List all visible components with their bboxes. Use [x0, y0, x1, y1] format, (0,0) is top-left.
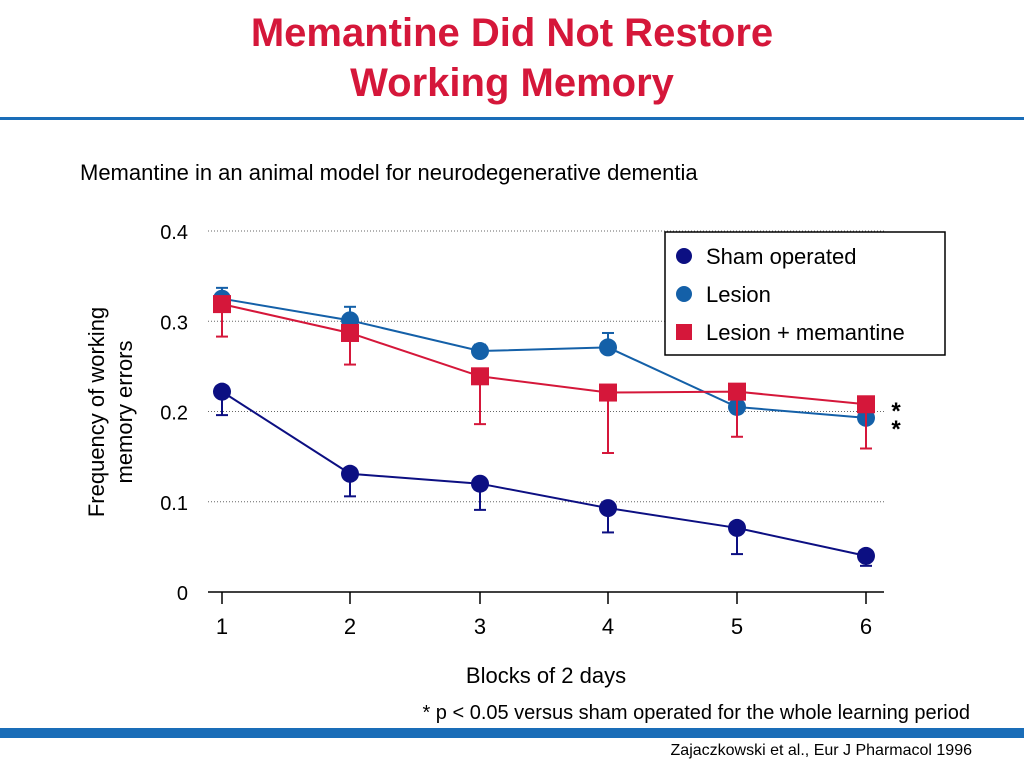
y-axis-label: Frequency of working memory errors	[84, 307, 137, 517]
data-point	[213, 382, 231, 401]
series-sham-operated	[213, 382, 875, 567]
legend-circle-icon	[676, 248, 692, 264]
series-lesion-memantine	[213, 295, 875, 455]
citation: Zajaczkowski et al., Eur J Pharmacol 199…	[670, 742, 972, 759]
data-point	[857, 395, 875, 414]
significance-asterisk: *	[891, 416, 901, 443]
series-line	[221, 303, 867, 406]
x-tick-label: 4	[602, 614, 614, 639]
significance-footnote: * p < 0.05 versus sham operated for the …	[422, 702, 970, 724]
legend-square-icon	[676, 324, 692, 340]
y-axis-label-line-2: memory errors	[112, 340, 137, 483]
slide-title: Memantine Did Not Restore Working Memory	[0, 8, 1024, 108]
data-point	[471, 367, 489, 386]
y-tick-label: 0	[177, 583, 188, 605]
title-line-1: Memantine Did Not Restore	[250, 11, 774, 55]
x-tick-label: 6	[860, 614, 872, 639]
x-tick-label: 3	[474, 614, 486, 639]
x-tick-label: 1	[216, 614, 228, 639]
legend: Sham operated Lesion Lesion + memantine	[664, 231, 946, 356]
significance-asterisk: *	[891, 398, 901, 425]
data-point	[341, 323, 359, 342]
chart-subtitle: Memantine in an animal model for neurode…	[80, 160, 698, 185]
title-divider	[0, 117, 1024, 120]
data-point	[341, 464, 359, 483]
axes: 0 0.1 0.2 0.3 0.4 1 2 3 4 5 6	[160, 222, 884, 639]
x-tick-label: 5	[731, 614, 743, 639]
series-group	[213, 286, 875, 567]
footer-divider	[0, 728, 1024, 738]
title-line-2: Working Memory	[350, 61, 674, 105]
legend-label: Lesion + memantine	[706, 320, 905, 345]
data-point	[471, 342, 489, 361]
y-tick-label: 0.3	[160, 312, 188, 334]
data-point	[728, 518, 746, 537]
y-tick-label: 0.4	[160, 222, 188, 244]
data-point	[471, 474, 489, 493]
y-tick-label: 0.1	[160, 493, 188, 515]
legend-circle-icon	[676, 286, 692, 302]
y-tick-label: 0.2	[160, 403, 188, 425]
data-point	[857, 546, 875, 565]
y-axis-label-line-1: Frequency of working	[84, 307, 109, 517]
legend-label: Lesion	[706, 282, 771, 307]
data-point	[599, 383, 617, 402]
data-point	[728, 382, 746, 401]
data-point	[599, 338, 617, 357]
data-point	[599, 499, 617, 518]
x-tick-label: 2	[344, 614, 356, 639]
x-axis-label: Blocks of 2 days	[466, 663, 626, 688]
legend-label: Sham operated	[706, 244, 856, 269]
data-point	[213, 295, 231, 314]
legend-box	[664, 231, 946, 356]
axis-labels: Blocks of 2 days Frequency of working memo…	[84, 307, 901, 688]
series-line	[221, 390, 867, 557]
series-line	[221, 297, 867, 419]
